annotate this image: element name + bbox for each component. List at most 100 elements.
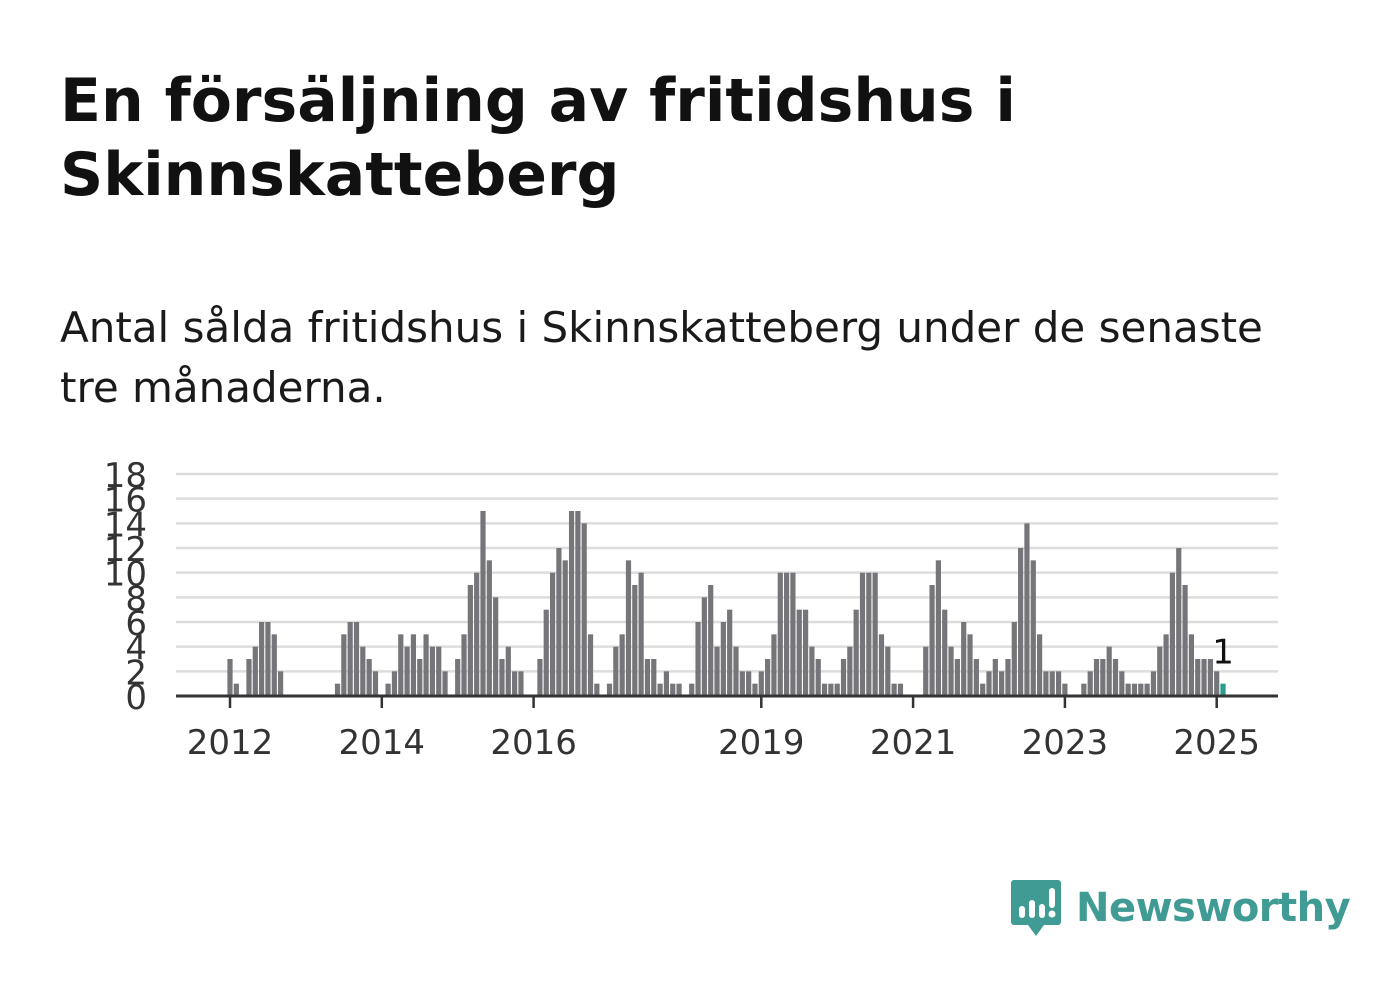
bar (1201, 659, 1207, 696)
x-axis-labels: 2012 2014 2016 2019 2021 2023 2025 (187, 723, 1260, 763)
x-tick-label: 2014 (339, 723, 426, 763)
bar (632, 585, 638, 696)
gridlines (176, 472, 1278, 673)
bar (423, 634, 429, 696)
bar (537, 659, 543, 696)
bar (663, 671, 670, 696)
bar (935, 560, 941, 696)
bar (1005, 659, 1011, 696)
bar (765, 659, 771, 696)
bar (1049, 671, 1055, 696)
bar (929, 585, 935, 696)
bar (651, 659, 657, 696)
bar (1055, 671, 1062, 696)
y-tick-label: 12 (104, 530, 147, 570)
bar (992, 659, 998, 696)
bar (923, 646, 929, 696)
bar (366, 659, 372, 696)
bar (853, 609, 859, 696)
bar (878, 634, 885, 696)
bar (1125, 683, 1131, 696)
bar (442, 671, 448, 696)
bar (714, 646, 720, 696)
bar (1176, 548, 1182, 696)
bar (809, 646, 815, 696)
bar (480, 511, 486, 696)
bar (1163, 634, 1169, 696)
bar (784, 572, 790, 696)
bar (973, 659, 979, 696)
bar (410, 634, 417, 696)
bar (897, 683, 904, 696)
bar (581, 523, 587, 696)
bar (657, 683, 663, 696)
bar (259, 622, 265, 696)
bar (720, 622, 726, 696)
bar (1011, 622, 1017, 696)
bar (815, 659, 821, 696)
y-tick-label: 10 (104, 555, 147, 595)
bar (1030, 560, 1036, 696)
bar (986, 671, 992, 696)
bar (271, 634, 277, 696)
bar (1024, 523, 1030, 696)
y-tick-label: 0 (125, 678, 147, 718)
bar (467, 585, 473, 696)
bar (625, 560, 632, 696)
bar (834, 683, 840, 696)
bar (265, 622, 271, 696)
bar (227, 659, 233, 696)
bar (391, 671, 398, 696)
bar (1100, 659, 1106, 696)
bar (872, 572, 878, 696)
bar (619, 634, 625, 696)
bar (1081, 683, 1087, 696)
bar (518, 671, 524, 696)
bar (606, 683, 613, 696)
bar (1131, 683, 1138, 696)
bar (733, 646, 739, 696)
bar (1150, 671, 1157, 696)
bar (461, 634, 467, 696)
bar (347, 622, 353, 696)
bar (499, 659, 505, 696)
bar (404, 646, 410, 696)
bar (568, 511, 575, 696)
bar (948, 646, 954, 696)
bar (942, 609, 948, 696)
bar (961, 622, 967, 696)
chart-subtitle: Antal sålda fritidshus i Skinnskatteberg… (60, 303, 1263, 412)
bar (1093, 659, 1100, 696)
bar (233, 683, 239, 696)
bar (644, 659, 651, 696)
bar (796, 609, 802, 696)
bar (999, 671, 1005, 696)
highlight-bar (1220, 683, 1226, 696)
bar (980, 683, 986, 696)
bar (398, 634, 404, 696)
bar (1119, 671, 1125, 696)
bar (739, 671, 745, 696)
bar (708, 585, 714, 696)
bar (676, 683, 682, 696)
highlight-value-label: 1 (1212, 633, 1234, 673)
bar (1043, 671, 1049, 696)
bar (746, 671, 752, 696)
page-title: En försäljning av fritidshus i Skinnskat… (60, 66, 1016, 210)
bar (1112, 659, 1119, 696)
bar (486, 560, 492, 696)
brand-name: Newsworthy (1076, 885, 1351, 931)
y-tick-label: 14 (104, 505, 147, 545)
bar (429, 646, 435, 696)
bar (613, 646, 619, 696)
x-tick-label: 2019 (718, 723, 805, 763)
bar (505, 646, 511, 696)
bar (866, 572, 872, 696)
bar (493, 597, 499, 696)
bar (1195, 659, 1201, 696)
bar (758, 671, 764, 696)
bar (1188, 634, 1194, 696)
bar (1207, 659, 1213, 696)
bar (341, 634, 347, 696)
bar (575, 511, 581, 696)
